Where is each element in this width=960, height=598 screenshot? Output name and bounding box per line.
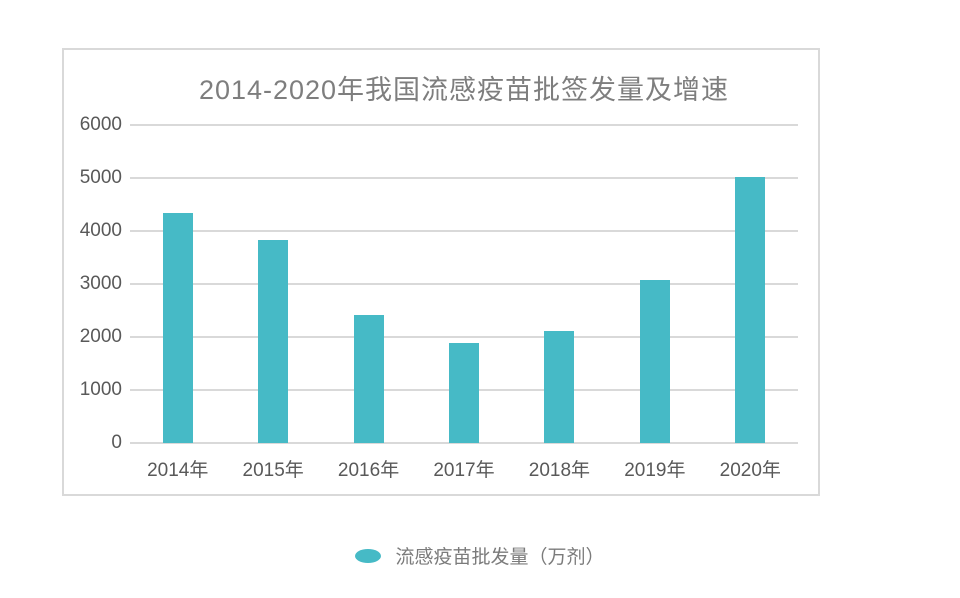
bar-2020年 bbox=[735, 177, 766, 443]
x-axis-label-2016年: 2016年 bbox=[337, 460, 400, 481]
y-axis-tick-label-1000: 1000 bbox=[79, 379, 122, 400]
gridline-4000 bbox=[130, 230, 798, 232]
plot-area: 0 1000 2000 3000 4000 5000 6000 2014年 2015年 2016年… bbox=[80, 115, 798, 481]
x-axis-label-2018年: 2018年 bbox=[528, 460, 591, 481]
bar-2016年 bbox=[353, 315, 384, 443]
gridline-6000 bbox=[130, 124, 798, 126]
gridline-0 bbox=[130, 442, 798, 444]
chart-title: 2014-2020年我国流感疫苗批签发量及增速 bbox=[198, 75, 730, 105]
x-axis-label-2019年: 2019年 bbox=[624, 460, 686, 481]
gridline-5000 bbox=[130, 177, 798, 179]
legend: 流感疫苗批发量（万剂） bbox=[0, 542, 960, 569]
bar-2014年 bbox=[162, 212, 193, 443]
gridline-3000 bbox=[130, 283, 798, 285]
bar-2018年 bbox=[544, 331, 575, 443]
bar-2015年 bbox=[258, 240, 289, 443]
y-axis-tick-label-5000: 5000 bbox=[79, 167, 122, 188]
legend-item-flu-vaccine[interactable]: 流感疫苗批发量（万剂） bbox=[355, 542, 605, 569]
x-axis-label-2020年: 2020年 bbox=[719, 460, 781, 481]
legend-label: 流感疫苗批发量（万剂） bbox=[395, 547, 605, 568]
gridline-2000 bbox=[130, 336, 798, 338]
x-axis-label-2015年: 2015年 bbox=[242, 460, 304, 481]
y-axis-tick-label-2000: 2000 bbox=[79, 326, 122, 347]
y-axis-tick-label-4000: 4000 bbox=[79, 220, 122, 241]
x-axis-label-2017年: 2017年 bbox=[433, 460, 495, 481]
y-axis-tick-label-0: 0 bbox=[111, 432, 122, 453]
y-axis-tick-label-3000: 3000 bbox=[79, 273, 122, 294]
x-axis-label-2014年: 2014年 bbox=[147, 460, 209, 481]
bar-2019年 bbox=[639, 280, 670, 443]
y-axis-tick-label-6000: 6000 bbox=[79, 114, 122, 135]
legend-ellipse-marker-icon bbox=[355, 548, 382, 563]
bar-2017年 bbox=[449, 342, 479, 443]
